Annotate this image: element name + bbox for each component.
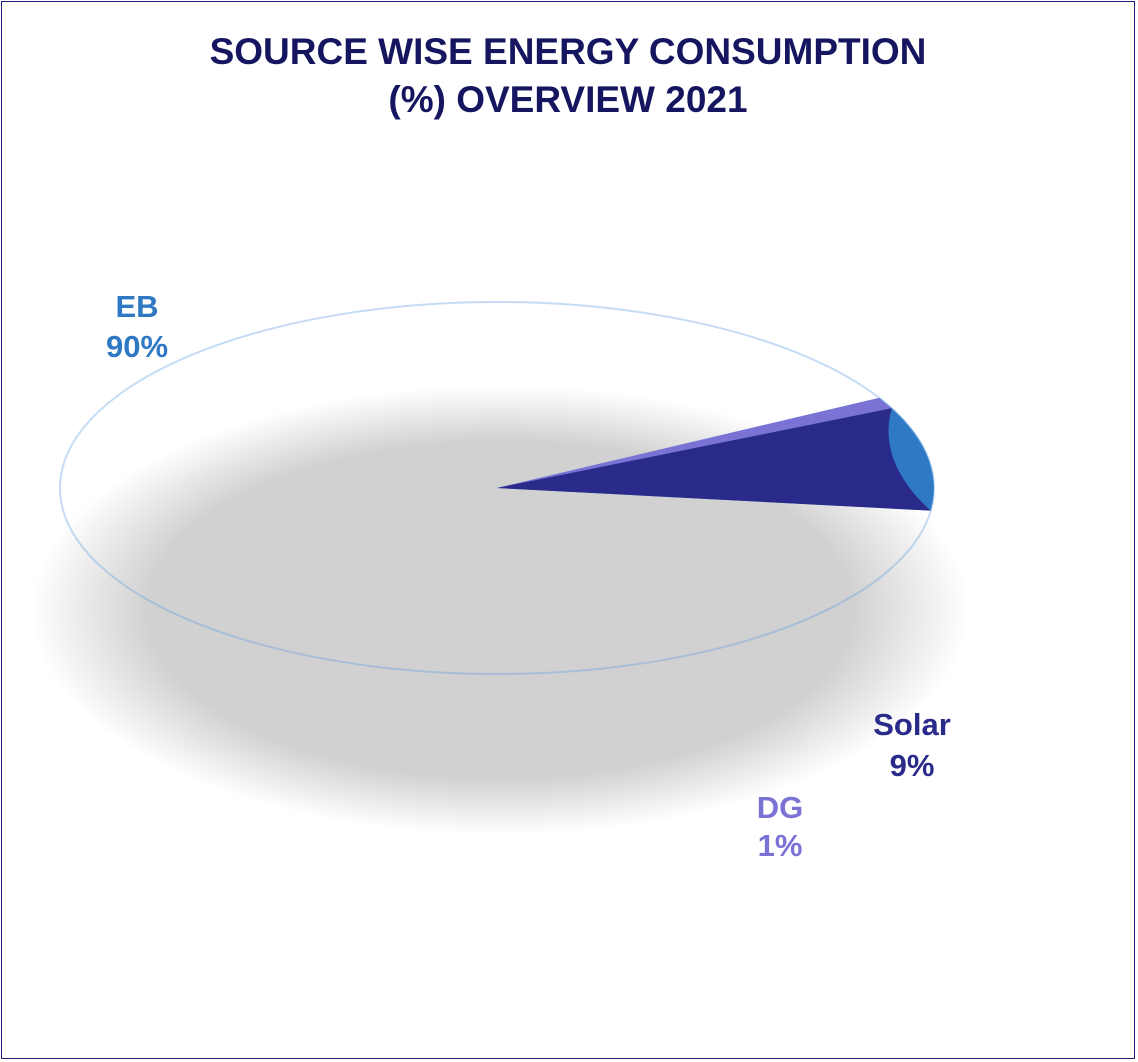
pie-rim-highlight [59, 301, 935, 675]
chart-title: SOURCE WISE ENERGY CONSUMPTION (%) OVERV… [2, 28, 1134, 124]
pie-slice-solar [497, 408, 931, 511]
slice-label-value-eb: 90% [106, 329, 168, 364]
pie-labels: EB 90% DG1% Solar 9% [106, 289, 951, 863]
slice-label-name-solar: Solar [873, 707, 951, 742]
slice-label-name-eb: EB [115, 289, 158, 324]
slice-label-value-dg: 1% [758, 828, 803, 863]
chart-title-line-2: (%) OVERVIEW 2021 [388, 79, 748, 120]
slice-label-name-dg: DG [757, 790, 804, 825]
slice-label-value-solar: 9% [890, 748, 935, 783]
pie-tops [59, 301, 935, 675]
chart-title-line-1: SOURCE WISE ENERGY CONSUMPTION [209, 31, 927, 72]
pie-slice-dg [497, 397, 892, 488]
